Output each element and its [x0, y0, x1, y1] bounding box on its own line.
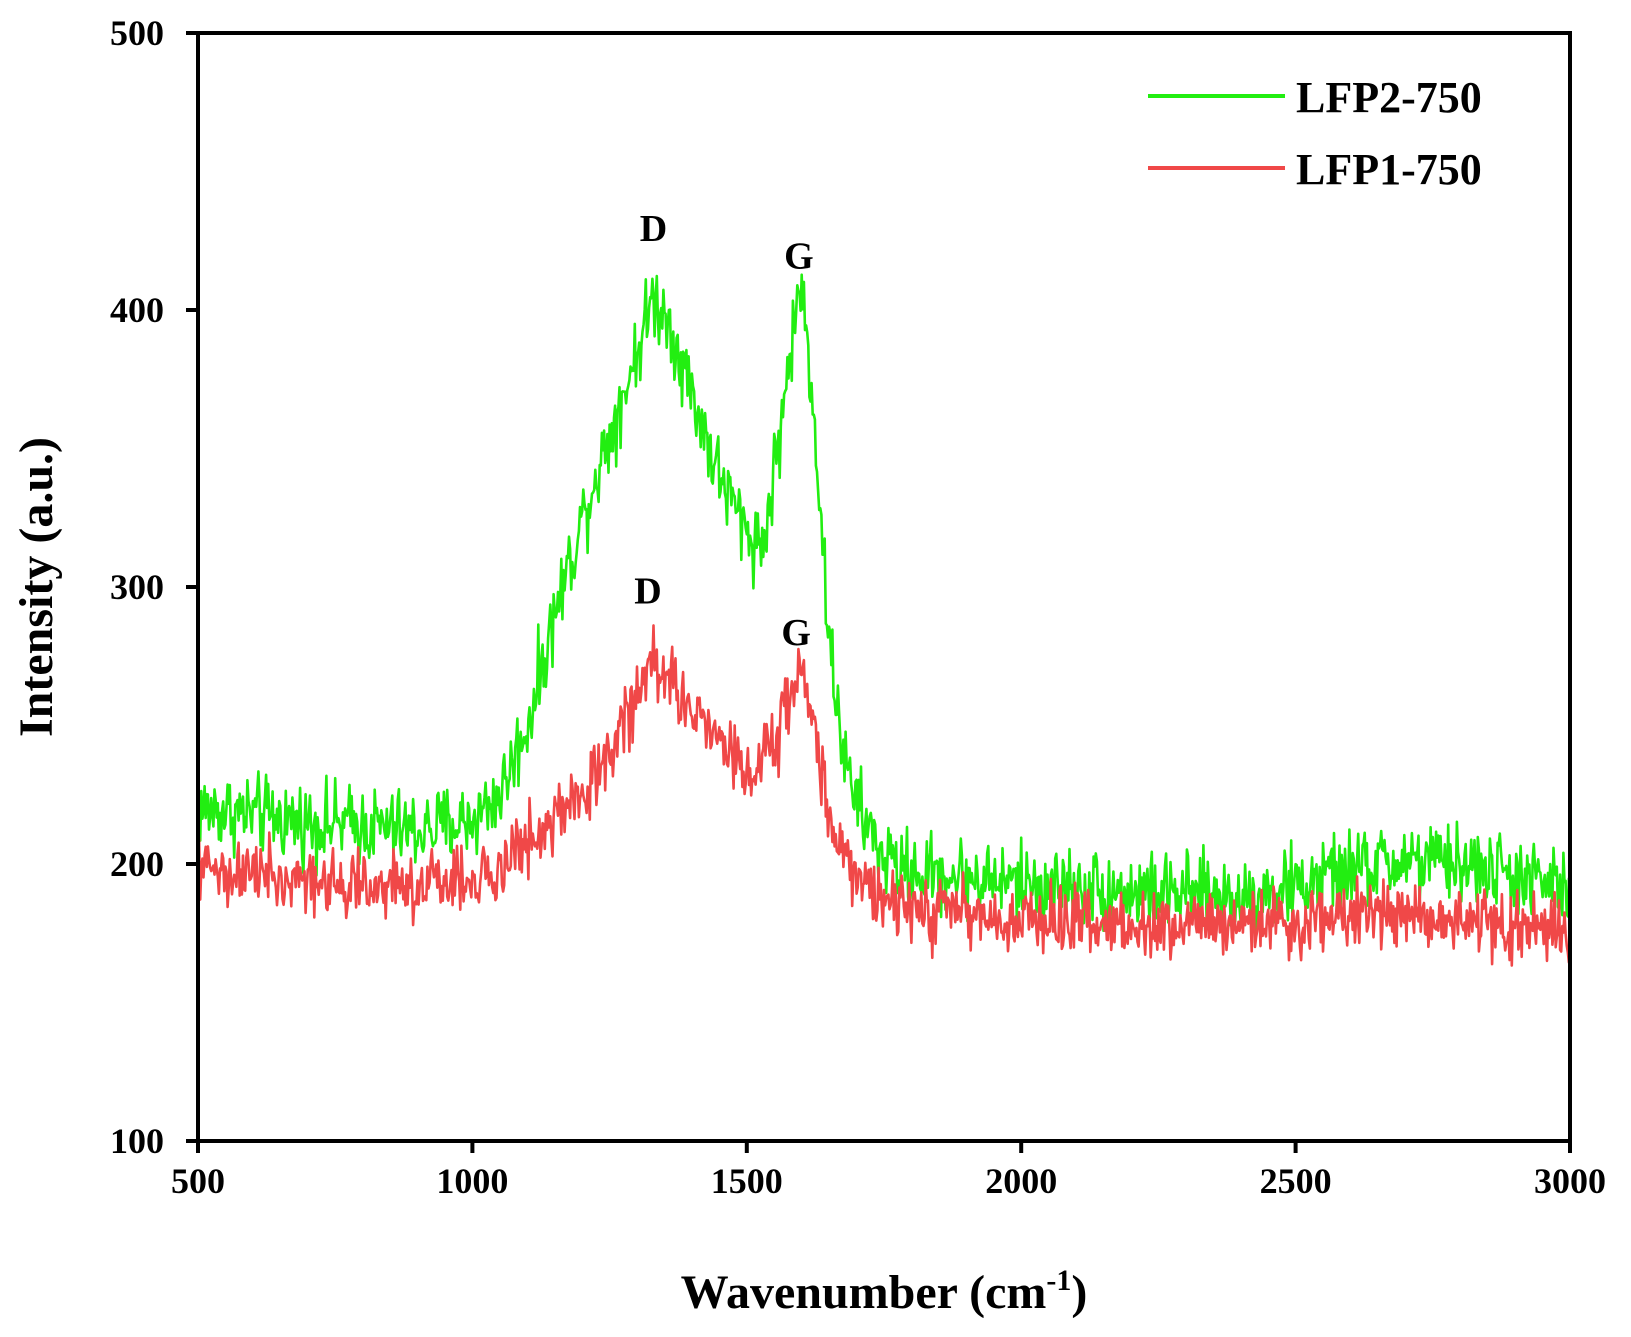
y-axis-title: Intensity (a.u.): [10, 437, 63, 737]
labels-layer: 500 1000 1500 2000 2500 3000 100 200 300 400 500: [110, 13, 1606, 1201]
x-tick-label: 2500: [1260, 1161, 1332, 1201]
x-tick-label: 2000: [985, 1161, 1057, 1201]
y-tick-label: 300: [110, 567, 164, 607]
series-line-lfp2-750: [196, 273, 1572, 944]
peak-label-d: D: [640, 208, 667, 250]
x-axis-title: Wavenumber (cm-1): [681, 1264, 1088, 1319]
peak-label-d: D: [634, 571, 661, 613]
annotation-layer: D G D G: [634, 208, 813, 654]
series-line-lfp1-750: [197, 624, 1572, 967]
peak-label-g: G: [784, 235, 814, 277]
ticks-layer: [186, 31, 1572, 1153]
peak-label-g: G: [781, 612, 811, 654]
legend-label-lfp2-750: LFP2-750: [1296, 73, 1482, 122]
x-tick-label: 1000: [436, 1161, 508, 1201]
x-tick-label: 3000: [1534, 1161, 1606, 1201]
legend-label-lfp1-750: LFP1-750: [1296, 145, 1482, 194]
x-tick-label: 500: [171, 1161, 225, 1201]
series-layer: [196, 273, 1572, 967]
y-tick-label: 200: [110, 844, 164, 884]
y-tick-label: 500: [110, 13, 164, 53]
y-tick-label: 100: [110, 1121, 164, 1161]
legend: LFP2-750 LFP1-750: [1148, 73, 1482, 194]
plot-frame: [196, 31, 1572, 1143]
y-tick-label: 400: [110, 290, 164, 330]
x-tick-label: 1500: [711, 1161, 783, 1201]
